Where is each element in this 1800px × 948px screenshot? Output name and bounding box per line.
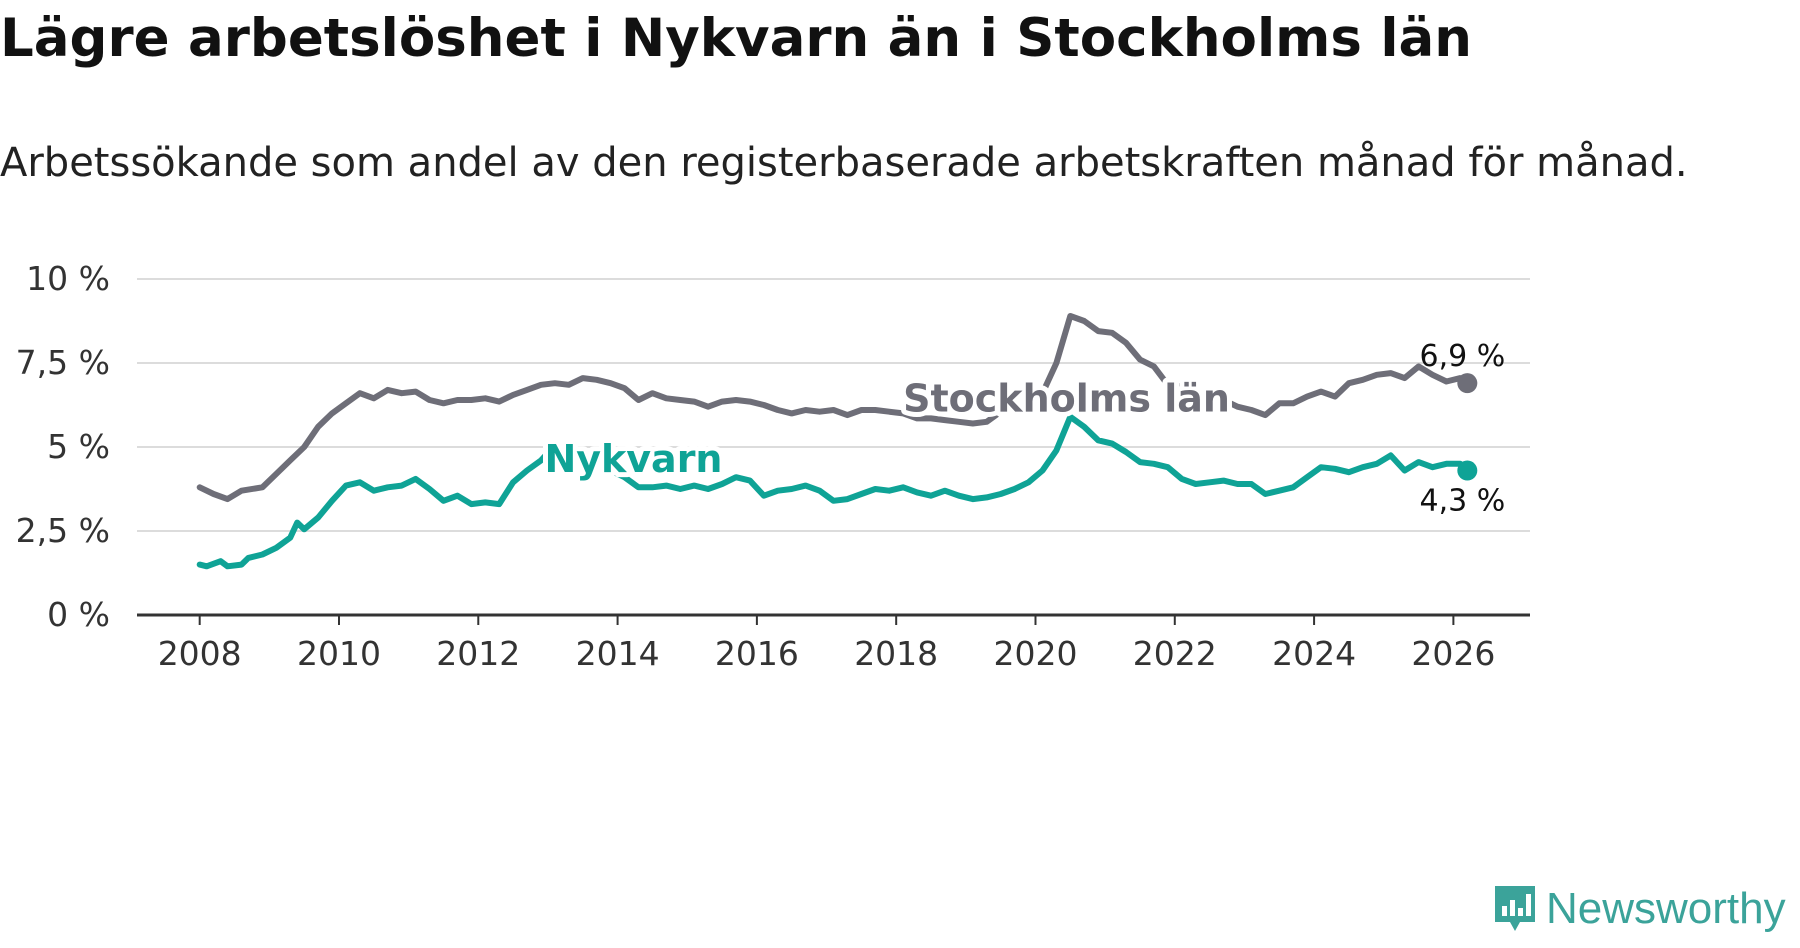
y-tick-label: 2,5 %: [16, 511, 110, 550]
y-tick-label: 7,5 %: [16, 343, 110, 382]
x-tick-label: 2014: [576, 634, 660, 673]
chart-title: Lägre arbetslöshet i Nykvarn än i Stockh…: [0, 8, 1473, 69]
x-tick-label: 2010: [297, 634, 381, 673]
end-marker-nykvarn: [1457, 460, 1478, 481]
series-line-nykvarn: [196, 413, 1471, 570]
series-labels: 6,9 % Stockholms län 4,3 % Nykvarn: [539, 339, 1506, 519]
x-tick-label: 2016: [715, 634, 799, 673]
newsworthy-logo: Newsworthy: [1492, 884, 1786, 934]
x-tick-label: 2008: [158, 634, 242, 673]
end-value-label: 4,3 %: [1420, 484, 1506, 519]
x-axis: 2008 2010 2012 2014 2016 2018 2020 2022 2024 2026: [137, 613, 1530, 673]
newsworthy-logo-icon: [1495, 886, 1535, 931]
y-tick-label: 5 %: [47, 427, 110, 466]
y-tick-label: 0 %: [47, 595, 110, 634]
y-axis: 0 % 2,5 % 5 % 7,5 % 10 %: [16, 259, 110, 634]
x-tick-label: 2020: [993, 634, 1077, 673]
series-line-stockholms-l-n: [196, 313, 1471, 503]
x-tick-label: 2026: [1411, 634, 1495, 673]
x-tick-label: 2024: [1272, 634, 1356, 673]
end-value-label: 6,9 %: [1420, 339, 1506, 374]
series-label-stockholms-l-n: Stockholms län: [903, 377, 1230, 421]
chart-subtitle: Arbetssökande som andel av den registerb…: [0, 140, 1688, 186]
x-tick-label: 2012: [436, 634, 520, 673]
y-tick-label: 10 %: [26, 259, 110, 298]
gridlines: [137, 278, 1530, 532]
brand-name: Newsworthy: [1546, 884, 1786, 933]
series-group: [196, 313, 1478, 570]
end-marker-stockholms-l-n: [1457, 373, 1478, 394]
x-tick-label: 2018: [854, 634, 938, 673]
series-label-nykvarn: Nykvarn: [544, 437, 722, 481]
x-tick-label: 2022: [1133, 634, 1217, 673]
